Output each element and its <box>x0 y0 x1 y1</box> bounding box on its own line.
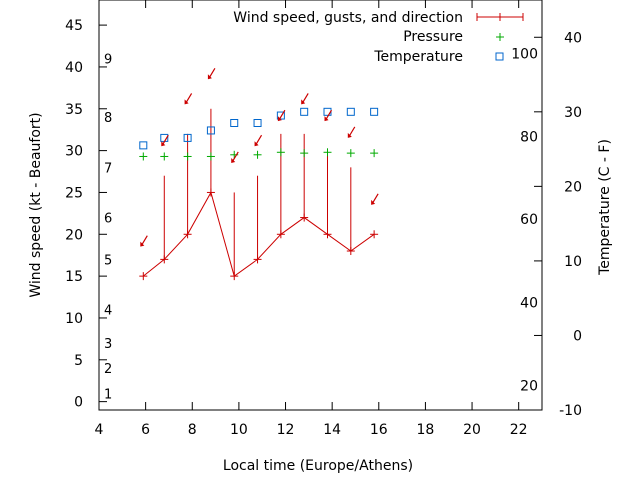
legend-swatch-temperature <box>495 52 504 61</box>
fahrenheit-label: 60 <box>520 212 538 228</box>
direction-arrow-head <box>301 99 306 105</box>
beaufort-label: 9 <box>104 53 112 68</box>
pressure-series <box>139 148 379 161</box>
direction-arrow-head <box>371 199 376 205</box>
x-tick-label: 4 <box>95 422 104 438</box>
direction-arrow-head <box>347 132 352 138</box>
temperature-point <box>253 119 262 127</box>
y-right-tick-label: -10 <box>559 403 582 419</box>
beaufort-label: 8 <box>104 111 112 126</box>
beaufort-label: 5 <box>104 253 112 268</box>
temperature-point <box>370 107 379 116</box>
x-tick-label: 22 <box>510 422 528 438</box>
beaufort-label: 7 <box>104 161 112 176</box>
temperature-series <box>139 107 379 150</box>
temperature-point <box>206 126 215 135</box>
y-right-tick-label: 40 <box>564 30 582 46</box>
direction-arrow-head <box>254 141 259 147</box>
direction-arrow-head <box>140 241 145 247</box>
beaufort-label: 6 <box>104 212 112 227</box>
y-left-tick-label: 5 <box>74 353 83 369</box>
beaufort-label: 3 <box>104 337 112 352</box>
legend-label-temperature: Temperature <box>373 49 463 65</box>
fahrenheit-label: 80 <box>520 129 538 145</box>
x-tick-label: 8 <box>188 422 197 438</box>
y-right-tick-label: 30 <box>564 105 582 121</box>
temperature-point <box>183 133 192 142</box>
x-tick-label: 14 <box>323 422 341 438</box>
x-tick-label: 20 <box>463 422 481 438</box>
y-right-tick-label: 0 <box>573 328 582 344</box>
y-left-axis-label: Wind speed (kt - Beaufort) <box>28 112 44 297</box>
temperature-point <box>300 107 309 116</box>
y-left-tick-label: 25 <box>65 185 83 201</box>
legend: Wind speed, gusts, and direction Pressur… <box>233 10 524 65</box>
x-ticks: 4 6 8 10 12 14 16 18 20 22 <box>95 0 528 438</box>
y-left-tick-label: 40 <box>65 60 83 76</box>
y-left-tick-label: 15 <box>65 269 83 285</box>
y-left-tick-label: 30 <box>65 144 83 160</box>
y-right-tick-label: 10 <box>564 254 582 270</box>
y-left-tick-label: 45 <box>65 18 83 34</box>
fahrenheit-label: 40 <box>520 296 538 312</box>
x-axis-label: Local time (Europe/Athens) <box>223 458 413 474</box>
y-left-tick-label: 10 <box>65 311 83 327</box>
temperature-point <box>276 111 285 120</box>
direction-arrow-head <box>324 116 329 122</box>
x-tick-label: 18 <box>417 422 435 438</box>
beaufort-label: 4 <box>104 304 112 319</box>
y-left-ticks: 0 5 10 15 20 25 30 35 40 45 <box>65 18 107 411</box>
legend-label-wind: Wind speed, gusts, and direction <box>233 10 463 26</box>
wind-series <box>139 108 379 281</box>
beaufort-label: 1 <box>104 387 112 402</box>
wind-speed-line <box>142 191 375 277</box>
y-left-tick-label: 20 <box>65 227 83 243</box>
legend-swatch-pressure <box>496 33 504 41</box>
legend-label-pressure: Pressure <box>403 29 463 45</box>
beaufort-labels: 1 2 3 4 5 6 7 8 9 <box>104 53 112 403</box>
fahrenheit-label: 100 <box>511 47 538 63</box>
y-right-ticks: -10 0 10 20 30 40 <box>534 30 582 419</box>
y-left-tick-label: 0 <box>74 395 83 411</box>
temperature-point <box>346 107 355 116</box>
direction-arrows <box>140 67 379 247</box>
plot-frame <box>98 0 543 411</box>
x-tick-label: 12 <box>277 422 295 438</box>
y-right-axis-label: Temperature (C - F) <box>597 139 613 276</box>
fahrenheit-labels: 20 40 60 80 100 <box>511 47 538 395</box>
direction-arrow-head <box>184 99 189 105</box>
direction-arrow-head <box>277 116 282 122</box>
direction-arrow-head <box>161 141 166 147</box>
direction-arrow-head <box>231 157 236 163</box>
x-tick-label: 6 <box>141 422 150 438</box>
x-tick-label: 16 <box>370 422 388 438</box>
temperature-point <box>139 141 148 150</box>
temperature-point <box>230 119 239 127</box>
y-left-tick-label: 35 <box>65 102 83 118</box>
fahrenheit-label: 20 <box>520 378 538 394</box>
x-tick-label: 10 <box>230 422 248 438</box>
y-right-tick-label: 20 <box>564 179 582 195</box>
direction-arrow-head <box>207 74 212 80</box>
beaufort-label: 2 <box>104 362 112 377</box>
